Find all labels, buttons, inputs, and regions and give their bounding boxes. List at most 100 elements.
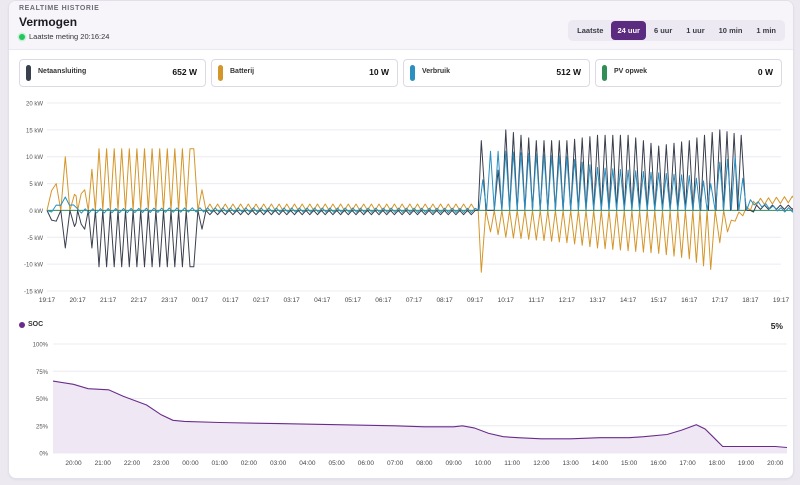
soc-area [53,381,787,453]
x-tick-label: 11:17 [528,297,544,304]
range-label: Laatste [577,26,604,35]
section-eyebrow: REALTIME HISTORIE [19,5,100,12]
x-tick-label: 10:17 [498,297,515,304]
x-tick-label: 06:00 [358,460,375,467]
stat-value: 10 W [369,67,389,77]
x-tick-label: 15:00 [621,460,638,467]
live-status-icon [19,33,25,40]
x-tick-label: 21:00 [95,460,112,467]
stat-card-netaansluiting[interactable]: Netaansluiting 652 W [19,59,206,87]
stat-label: Netaansluiting [38,68,87,75]
x-tick-label: 05:00 [329,460,346,467]
netaansluiting-color-bar [26,65,31,81]
soc-current-value: 5% [770,321,783,331]
x-tick-label: 08:00 [416,460,433,467]
batterij-color-bar [218,65,223,81]
x-tick-label: 23:00 [153,460,170,467]
y-tick-label: 25% [36,424,49,430]
range-option-10min[interactable]: 10 min [718,26,743,35]
x-tick-label: 21:17 [100,297,117,304]
x-tick-label: 14:00 [592,460,609,467]
x-tick-label: 09:00 [445,460,462,467]
stat-card-verbruik[interactable]: Verbruik 512 W [403,59,590,87]
x-tick-label: 07:00 [387,460,404,467]
x-tick-label: 23:17 [161,297,178,304]
soc-line [52,380,788,449]
x-tick-label: 11:00 [504,460,520,467]
x-tick-label: 20:17 [69,297,86,304]
range-option-6h[interactable]: 6 uur [653,26,673,35]
range-option-1h[interactable]: 1 uur [686,26,705,35]
x-tick-label: 09:17 [467,297,484,304]
y-tick-label: 100% [33,343,49,349]
x-tick-label: 12:17 [559,297,576,304]
x-tick-label: 19:00 [738,460,755,467]
series-netaansluiting [46,129,793,268]
y-tick-label: 15 kW [26,128,43,134]
x-tick-label: 19:17 [773,297,790,304]
stat-value: 652 W [172,67,197,77]
x-tick-label: 20:00 [767,460,784,467]
x-tick-label: 00:17 [192,297,209,304]
stat-value: 0 W [757,67,773,77]
stat-card-pv-opwek[interactable]: PV opwek 0 W [595,59,782,87]
soc-legend-label: SOC [28,321,44,328]
range-option-1min[interactable]: 1 min [756,26,776,35]
x-tick-label: 06:17 [375,297,392,304]
y-tick-label: 20 kW [26,102,43,108]
y-tick-label: 0% [39,452,48,458]
series-verbruik [46,150,793,214]
x-tick-label: 13:17 [589,297,606,304]
x-tick-label: 12:00 [533,460,550,467]
stat-label: Batterij [230,68,255,75]
y-tick-label: -15 kW [24,290,43,296]
x-tick-label: 10:00 [475,460,492,467]
y-tick-label: 50% [36,397,49,403]
x-tick-label: 07:17 [406,297,423,304]
last-measurement: Laatste meting 20:16:24 [19,32,109,41]
series-line [46,150,793,214]
x-tick-label: 13:00 [562,460,579,467]
x-tick-label: 16:17 [681,297,698,304]
x-tick-label: 03:00 [270,460,287,467]
verbruik-color-bar [410,65,415,81]
x-tick-label: 04:17 [314,297,331,304]
y-tick-label: 75% [36,370,49,376]
x-tick-label: 18:17 [742,297,759,304]
x-tick-label: 19:17 [39,297,56,304]
x-tick-label: 00:00 [182,460,199,467]
x-tick-label: 22:00 [124,460,141,467]
range-option-24h[interactable]: 24 uur [611,21,646,40]
y-tick-label: 5 kW [29,182,43,188]
x-tick-label: 16:00 [650,460,667,467]
x-tick-label: 02:17 [253,297,270,304]
stat-card-batterij[interactable]: Batterij 10 W [211,59,398,87]
stat-label: PV opwek [614,68,648,75]
stat-cards: Netaansluiting 652 W Batterij 10 W Verbr… [19,59,782,87]
x-tick-label: 17:00 [679,460,696,467]
x-tick-label: 05:17 [345,297,362,304]
y-tick-label: 10 kW [26,155,43,161]
x-tick-label: 01:17 [222,297,239,304]
series-line [46,129,793,268]
time-range-selector: Laatste 24 uur 6 uur 1 uur 10 min 1 min [568,20,785,41]
y-tick-label: -5 kW [27,236,43,242]
y-tick-label: 0 kW [29,209,43,215]
page-title: Vermogen [19,15,78,29]
soc-legend-dot [19,321,25,328]
soc-chart[interactable]: 100% 75% 50% 25% 0% 20:00 21:00 22:00 23:00 00:00… [9,336,793,476]
x-tick-label: 18:00 [709,460,726,467]
x-tick-label: 17:17 [712,297,729,304]
x-tick-label: 03:17 [284,297,301,304]
x-tick-label: 14:17 [620,297,637,304]
x-tick-label: 08:17 [436,297,453,304]
power-chart[interactable]: 20 kW 15 kW 10 kW 5 kW 0 kW -5 kW -10 kW -15 kW… [9,96,793,311]
realtime-history-card: REALTIME HISTORIE Vermogen Laatste metin… [8,0,794,479]
last-measurement-text: Laatste meting 20:16:24 [29,32,110,41]
card-header: REALTIME HISTORIE Vermogen Laatste metin… [9,1,793,50]
x-tick-label: 15:17 [651,297,668,304]
x-tick-label: 01:00 [212,460,229,467]
y-tick-label: -10 kW [24,263,43,269]
x-tick-label: 22:17 [131,297,148,304]
x-tick-label: 02:00 [241,460,258,467]
